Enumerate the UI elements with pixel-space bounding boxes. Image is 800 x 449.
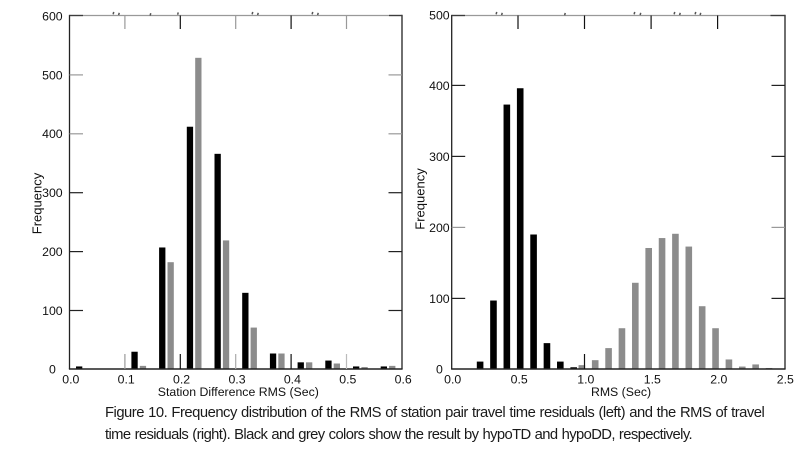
svg-text:Station Difference RMS (Sec): Station Difference RMS (Sec)	[158, 385, 319, 399]
svg-text:RMS (Sec): RMS (Sec)	[591, 385, 651, 399]
svg-text:200: 200	[42, 245, 63, 259]
svg-text:2.5: 2.5	[777, 373, 794, 387]
svg-text:100: 100	[42, 304, 63, 318]
svg-text:0.5: 0.5	[339, 373, 356, 387]
svg-text:0.5: 0.5	[511, 373, 528, 387]
svg-text:0.2: 0.2	[173, 373, 190, 387]
svg-text:2.0: 2.0	[710, 373, 727, 387]
svg-text:400: 400	[429, 79, 450, 93]
svg-text:300: 300	[42, 186, 63, 200]
svg-text:0: 0	[436, 362, 443, 376]
svg-text:500: 500	[42, 68, 63, 82]
svg-text:600: 600	[42, 9, 63, 23]
svg-text:500: 500	[429, 8, 450, 22]
svg-text:1.0: 1.0	[577, 373, 594, 387]
svg-text:0.0: 0.0	[444, 373, 461, 387]
svg-text:0.1: 0.1	[118, 373, 135, 387]
svg-text:300: 300	[429, 150, 450, 164]
svg-text:1.5: 1.5	[644, 373, 661, 387]
svg-text:0.3: 0.3	[228, 373, 245, 387]
svg-text:0.4: 0.4	[284, 373, 301, 387]
svg-text:0.6: 0.6	[395, 373, 412, 387]
svg-text:Frequency: Frequency	[413, 168, 428, 230]
svg-text:0: 0	[49, 362, 56, 376]
svg-text:200: 200	[429, 221, 450, 235]
svg-text:0.0: 0.0	[62, 373, 79, 387]
svg-text:400: 400	[42, 127, 63, 141]
svg-text:Frequency: Frequency	[30, 172, 45, 234]
svg-text:100: 100	[429, 292, 450, 306]
